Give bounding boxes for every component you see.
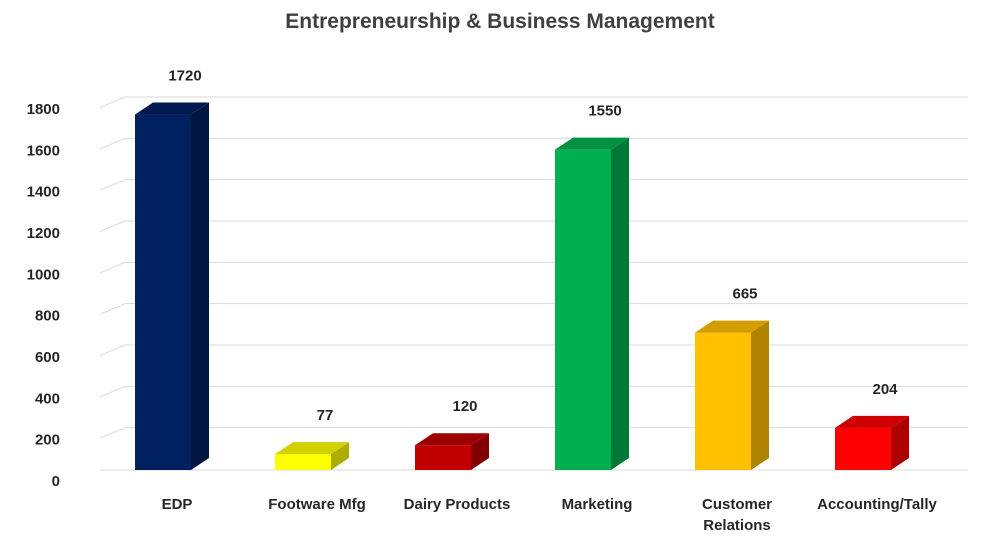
data-label-4: 665 — [732, 286, 757, 303]
y-tick-label-1: 200 — [35, 432, 60, 449]
data-label-5: 204 — [872, 381, 898, 398]
data-label-1: 77 — [317, 407, 334, 424]
bar-top-5 — [835, 415, 909, 428]
x-tick-label-3: Marketing — [562, 496, 633, 513]
x-tick-label-0: EDP — [162, 496, 193, 513]
gridline-side-7 — [99, 179, 126, 191]
gridline-side-1 — [99, 427, 126, 439]
bar-5 — [835, 427, 891, 470]
data-label-0: 1720 — [168, 68, 201, 85]
gridline-side-9 — [99, 96, 126, 109]
bar-3 — [555, 149, 611, 470]
x-tick-label-1: Footware Mfg — [268, 496, 366, 513]
gridline-side-6 — [99, 220, 126, 233]
bar-side-1 — [331, 442, 349, 470]
x-tick-label-4: Customer Relations — [702, 496, 772, 534]
y-tick-label-3: 600 — [35, 349, 60, 366]
bar-side-0 — [191, 102, 209, 471]
bar-top-1 — [275, 442, 349, 455]
x-tick-label-2: Dairy Products — [404, 496, 511, 513]
chart-title: Entrepreneurship & Business Management — [285, 10, 715, 33]
bar-top-3 — [555, 137, 629, 150]
data-label-3: 1550 — [588, 103, 621, 120]
x-tick-label-5: Accounting/Tally — [817, 496, 937, 513]
gridline-side-4 — [99, 303, 126, 315]
bar-side-5 — [891, 415, 909, 470]
bar-side-3 — [611, 137, 629, 470]
y-tick-label-9: 1800 — [27, 101, 60, 118]
bar-2 — [415, 445, 471, 470]
gridline-side-8 — [99, 137, 126, 150]
data-label-2: 120 — [452, 398, 477, 415]
bar-top-0 — [135, 102, 209, 115]
y-tick-label-4: 800 — [35, 308, 60, 325]
y-tick-label-8: 1600 — [27, 142, 60, 159]
y-tick-label-6: 1200 — [27, 225, 60, 242]
y-tick-label-2: 400 — [35, 390, 60, 407]
bar-side-2 — [471, 433, 489, 470]
bar-0 — [135, 114, 191, 471]
bar-top-2 — [415, 433, 489, 446]
y-tick-label-5: 1000 — [27, 266, 60, 283]
bar-1 — [275, 454, 331, 470]
bar-4 — [695, 332, 751, 470]
y-tick-label-0: 0 — [52, 473, 60, 490]
gridline-side-3 — [99, 344, 126, 357]
gridline-side-2 — [99, 385, 126, 398]
y-tick-label-7: 1400 — [27, 184, 60, 201]
gridline-side-5 — [99, 261, 126, 274]
bar-side-4 — [751, 320, 769, 470]
bar-top-4 — [695, 320, 769, 333]
